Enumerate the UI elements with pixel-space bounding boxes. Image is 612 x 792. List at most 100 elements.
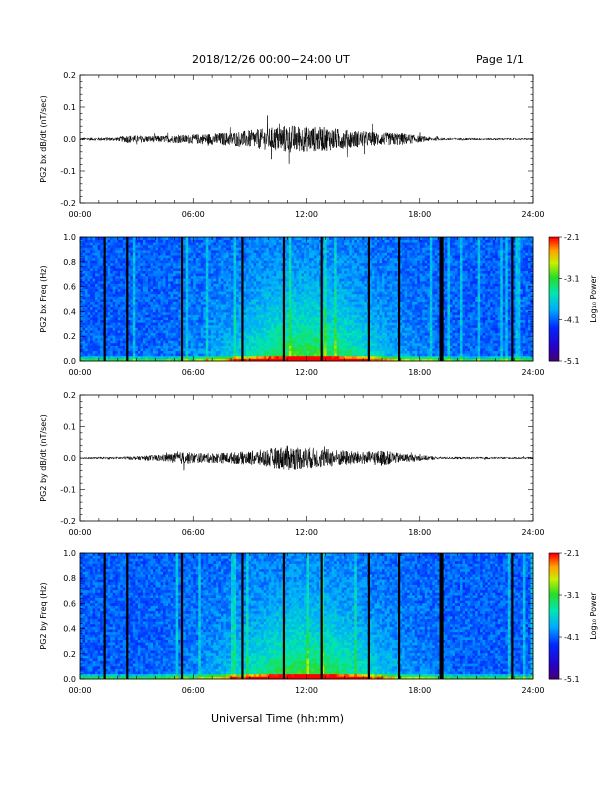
- spectrogram-cell: [306, 309, 310, 313]
- spectrogram-cell: [210, 286, 214, 290]
- spectrogram-cell: [97, 335, 101, 339]
- spectrogram-cell: [311, 270, 315, 274]
- spectrogram-cell: [130, 249, 134, 253]
- spectrogram-cell: [314, 296, 317, 300]
- spectrogram-cell: [110, 239, 114, 243]
- spectrogram-cell: [203, 319, 207, 323]
- spectrogram-cell: [321, 244, 325, 248]
- spectrogram-cell: [283, 332, 287, 336]
- spectrogram-cell: [331, 257, 335, 261]
- spectrogram-cell: [220, 278, 224, 282]
- spectrogram-cell: [175, 268, 179, 271]
- spectrogram-cell: [271, 283, 275, 287]
- spectrogram-cell: [82, 301, 86, 305]
- spectrogram-cell: [236, 296, 239, 300]
- spectrogram-cell: [220, 270, 224, 274]
- spectrogram-cell: [160, 257, 164, 261]
- spectrogram-cell: [80, 280, 83, 284]
- spectrogram-cell: [319, 309, 322, 313]
- spectrogram-cell: [246, 330, 250, 333]
- spectrogram-cell: [263, 249, 267, 253]
- spectrogram-cell: [319, 273, 322, 277]
- spectrogram-cell: [178, 332, 182, 336]
- spectrogram-cell: [309, 317, 312, 321]
- spectrogram-cell: [301, 350, 305, 354]
- spectrogram-cell: [127, 348, 131, 352]
- spectrogram-cell: [286, 280, 290, 284]
- spectrogram-cell: [220, 335, 224, 339]
- spectrogram-cell: [215, 280, 219, 284]
- spectrogram-cell: [236, 242, 239, 246]
- spectrogram-cell: [256, 299, 260, 302]
- spectrogram-cell: [248, 288, 252, 292]
- spectrogram-cell: [213, 319, 217, 323]
- spectrogram-cell: [173, 330, 177, 333]
- spectrogram-cell: [319, 257, 322, 261]
- spectrogram-cell: [243, 270, 247, 274]
- spectrogram-cell: [165, 239, 169, 243]
- spectrogram-cell: [266, 283, 270, 287]
- spectrogram-cell: [165, 311, 169, 315]
- spectrogram-cell: [132, 324, 136, 328]
- spectrogram-cell: [263, 353, 267, 357]
- spectrogram-cell: [198, 275, 202, 279]
- spectrogram-cell: [220, 301, 224, 305]
- spectrogram-cell: [238, 337, 242, 341]
- spectrogram-cell: [246, 286, 250, 290]
- spectrogram-cell: [288, 335, 292, 339]
- spectrogram-cell: [276, 311, 280, 315]
- spectrogram-cell: [314, 249, 317, 253]
- spectrogram-cell: [127, 249, 131, 253]
- spectrogram-cell: [303, 340, 307, 344]
- spectrogram-cell: [223, 314, 227, 318]
- spectrogram-cell: [168, 324, 171, 328]
- spectrogram-cell: [291, 242, 295, 246]
- spectrogram-cell: [309, 247, 312, 251]
- spectrogram-cell: [326, 306, 330, 310]
- spectrogram-cell: [251, 262, 255, 266]
- spectrogram-cell: [311, 262, 315, 266]
- spectrogram-cell: [190, 314, 194, 318]
- spectrogram-cell: [266, 288, 270, 292]
- x-axis-label: Universal Time (hh:mm): [211, 712, 344, 725]
- spectrogram-cell: [276, 301, 280, 305]
- spectrogram-cell: [271, 319, 275, 323]
- spectrogram-cell: [311, 296, 315, 300]
- spectrogram-cells: [80, 237, 534, 362]
- spectrogram-cell: [132, 270, 136, 274]
- spectrogram-cell: [326, 242, 330, 246]
- spectrogram-cell: [92, 283, 96, 287]
- spectrogram-cell: [175, 345, 179, 349]
- spectrogram-cell: [190, 353, 194, 357]
- spectrogram-cell: [238, 257, 242, 261]
- spectrogram-cell: [286, 332, 290, 336]
- spectrogram-cell: [117, 270, 121, 274]
- spectrogram-cell: [193, 268, 197, 271]
- spectrogram-cell: [190, 257, 194, 261]
- spectrogram-cell: [283, 322, 287, 326]
- spectrogram-cell: [140, 260, 144, 264]
- spectrogram-cell: [271, 249, 275, 253]
- spectrogram-cell: [233, 255, 237, 259]
- spectrogram-cell: [178, 299, 182, 302]
- spectrogram-cell: [231, 260, 234, 264]
- spectrogram-cell: [291, 288, 295, 292]
- spectrogram-cell: [205, 306, 209, 310]
- spectrogram-cell: [95, 332, 99, 336]
- spectrogram-cell: [140, 296, 144, 300]
- spectrogram-cell: [115, 337, 119, 341]
- spectrogram-cell: [185, 255, 189, 259]
- spectrogram-cell: [198, 239, 202, 243]
- spectrogram-cell: [120, 244, 124, 248]
- spectrogram-cell: [117, 299, 121, 302]
- spectrogram-cell: [331, 348, 335, 352]
- spectrogram-cell: [115, 257, 119, 261]
- spectrogram-cell: [228, 239, 232, 243]
- spectrogram-cell: [150, 337, 154, 341]
- spectrogram-cell: [170, 345, 174, 349]
- spectrogram-cell: [298, 288, 302, 292]
- spectrogram-cell: [281, 358, 285, 362]
- spectrogram-cell: [233, 324, 237, 328]
- spectrogram-cell: [246, 311, 250, 315]
- spectrogram-cell: [100, 262, 104, 266]
